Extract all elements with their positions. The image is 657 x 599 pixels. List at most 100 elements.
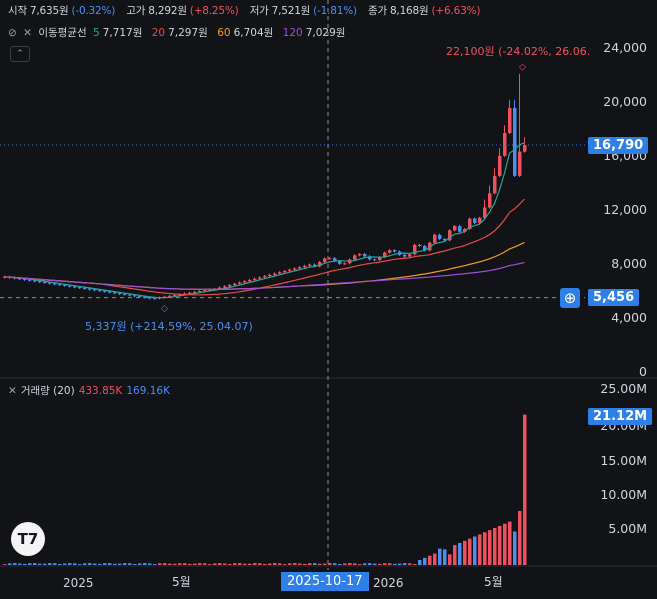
volume-bar xyxy=(293,563,297,565)
candle-body xyxy=(433,234,437,243)
volume-bar xyxy=(513,531,517,565)
ma5-line xyxy=(4,142,525,299)
candle-body xyxy=(218,287,222,289)
candle-body xyxy=(53,283,57,285)
ma120-line xyxy=(4,261,525,290)
volume-legend: ✕ 거래량 (20) 433.85K 169.16K xyxy=(8,383,170,398)
candle-body xyxy=(173,295,177,297)
volume-bar xyxy=(488,530,492,565)
volume-bar xyxy=(318,563,322,565)
volume-bar xyxy=(228,563,232,565)
volume-bar xyxy=(188,563,192,565)
candle-body xyxy=(358,254,362,256)
moving-average-legend: ⊘ ✕ 이동평균선 5 7,717원 20 7,297원 60 6,704원 120 7… xyxy=(8,25,348,40)
candle-body xyxy=(38,281,42,283)
candle-body xyxy=(518,151,522,176)
volume-bar xyxy=(173,563,177,565)
volume-bar xyxy=(3,564,7,565)
candle-body xyxy=(68,285,72,287)
volume-bar xyxy=(343,563,347,565)
low-marker: ◇ xyxy=(161,304,168,314)
ma120-period: 120 xyxy=(282,27,303,39)
volume-bar xyxy=(503,523,507,565)
volume-bar xyxy=(283,564,287,565)
volume-bar xyxy=(518,510,522,565)
volume-bar xyxy=(363,563,367,565)
price-axis-label: 0 xyxy=(639,364,647,379)
volume-bar xyxy=(348,563,352,565)
volume-bar xyxy=(193,563,197,565)
volume-bar xyxy=(358,564,362,565)
volume-bar xyxy=(58,563,62,565)
volume-bar xyxy=(83,563,87,565)
volume-bar xyxy=(483,532,487,565)
candle-body xyxy=(303,265,307,268)
candle-body xyxy=(228,285,232,287)
candle-body xyxy=(278,272,282,274)
candle-body xyxy=(138,296,142,298)
candle-body xyxy=(343,263,347,265)
candle-body xyxy=(83,287,87,289)
high-marker: ◇ xyxy=(519,63,526,73)
candle-body xyxy=(468,218,472,230)
volume-bar xyxy=(413,564,417,565)
volume-bar xyxy=(218,563,222,565)
candle-body xyxy=(478,217,482,223)
volume-bar xyxy=(88,563,92,565)
candle-body xyxy=(233,283,237,286)
volume-bar xyxy=(153,564,157,565)
price-axis-label: 20,000 xyxy=(603,94,647,109)
chevron-up-icon[interactable]: ⌃ xyxy=(10,46,30,62)
volume-bar xyxy=(498,525,502,565)
candle-body xyxy=(58,284,62,286)
ma-label: 이동평균선 xyxy=(38,27,87,39)
candle-body xyxy=(248,279,252,282)
volume-value-2: 169.16K xyxy=(126,385,170,397)
candle-body xyxy=(288,269,292,272)
volume-bar xyxy=(73,563,77,565)
candle-body xyxy=(28,279,32,281)
current-price-tag: 16,790 xyxy=(588,137,649,154)
candle-body xyxy=(323,258,327,263)
ma120-value: 7,029원 xyxy=(305,27,346,39)
high-value: 8,292원 xyxy=(148,5,187,17)
plus-circle-icon[interactable]: ⊕ xyxy=(560,288,580,308)
high-annotation: 22,100원 (-24.02%, 26.06. xyxy=(446,45,591,58)
volume-bar xyxy=(263,563,267,565)
tradingview-logo-icon[interactable]: T7 xyxy=(11,522,45,556)
candle-body xyxy=(18,278,22,280)
candle-body xyxy=(88,288,92,290)
volume-bar xyxy=(383,563,387,565)
volume-bar xyxy=(428,555,432,565)
candle-body xyxy=(283,271,287,273)
candle-body xyxy=(373,259,377,261)
candle-body xyxy=(473,218,477,223)
candle-body xyxy=(333,258,337,262)
volume-bar xyxy=(48,563,52,565)
eye-off-icon[interactable]: ⊘ xyxy=(8,27,17,39)
close-icon[interactable]: ✕ xyxy=(8,385,17,397)
volume-bar xyxy=(63,563,67,565)
x-axis-may-2026: 5월 xyxy=(484,575,503,589)
open-change: (-0.32%) xyxy=(71,5,116,17)
volume-bar xyxy=(158,563,162,565)
candle-body xyxy=(503,133,507,156)
candle-body xyxy=(513,107,517,176)
volume-bar xyxy=(238,563,242,565)
candle-body xyxy=(388,250,392,253)
candle-body xyxy=(73,286,77,288)
close-icon[interactable]: ✕ xyxy=(23,27,32,39)
volume-bar xyxy=(448,554,452,565)
volume-axis-label: 25.00M xyxy=(600,381,647,396)
ohlc-legend: 시작 7,635원 (-0.32%) 고가 8,292원 (+8.25%) 저가 7,52… xyxy=(8,3,488,18)
volume-bar xyxy=(493,527,497,565)
candle-body xyxy=(128,294,132,296)
candle-body xyxy=(523,145,527,152)
volume-axis-label: 5.00M xyxy=(608,521,647,536)
volume-bar xyxy=(128,563,132,565)
volume-bar xyxy=(68,563,72,565)
candle-body xyxy=(508,107,512,134)
volume-bar xyxy=(33,563,37,565)
candle-body xyxy=(463,229,467,232)
